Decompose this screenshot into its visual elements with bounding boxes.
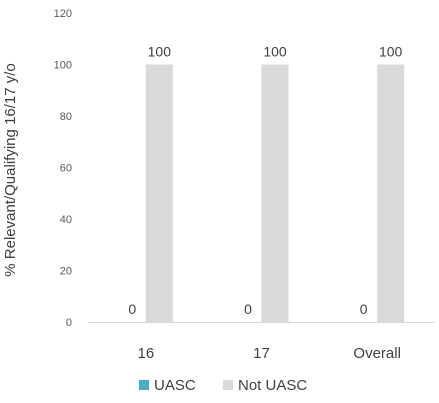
legend-label: UASC xyxy=(154,377,196,394)
x-axis: 16 17 Overall xyxy=(137,345,400,362)
y-tick-label: 20 xyxy=(60,266,72,278)
bar-not-uasc xyxy=(145,64,173,322)
y-tick-label: 100 xyxy=(54,60,72,72)
legend-label: Not UASC xyxy=(238,377,307,394)
x-tick-label: 16 xyxy=(137,345,154,362)
y-axis: 0 20 40 60 80 100 120 xyxy=(54,8,72,329)
legend-swatch xyxy=(139,380,149,390)
bar-not-uasc xyxy=(377,64,405,322)
bar-not-uasc xyxy=(261,64,289,322)
bars: 0 100 0 100 0 100 xyxy=(128,44,405,322)
data-label: 100 xyxy=(148,44,172,60)
legend: UASC Not UASC xyxy=(139,377,307,394)
y-tick-label: 0 xyxy=(66,317,72,329)
data-label: 0 xyxy=(360,301,368,317)
y-tick-label: 60 xyxy=(60,163,72,175)
legend-swatch xyxy=(223,380,233,390)
y-tick-label: 40 xyxy=(60,214,72,226)
x-tick-label: 17 xyxy=(253,345,270,362)
data-label: 100 xyxy=(263,44,287,60)
data-label: 0 xyxy=(128,301,136,317)
y-axis-title: % Relevant/Qualifying 16/17 y/o xyxy=(2,63,19,276)
y-tick-label: 120 xyxy=(54,8,72,20)
y-tick-label: 80 xyxy=(60,111,72,123)
data-label: 0 xyxy=(244,301,252,317)
data-label: 100 xyxy=(379,44,403,60)
x-tick-label: Overall xyxy=(353,345,401,362)
